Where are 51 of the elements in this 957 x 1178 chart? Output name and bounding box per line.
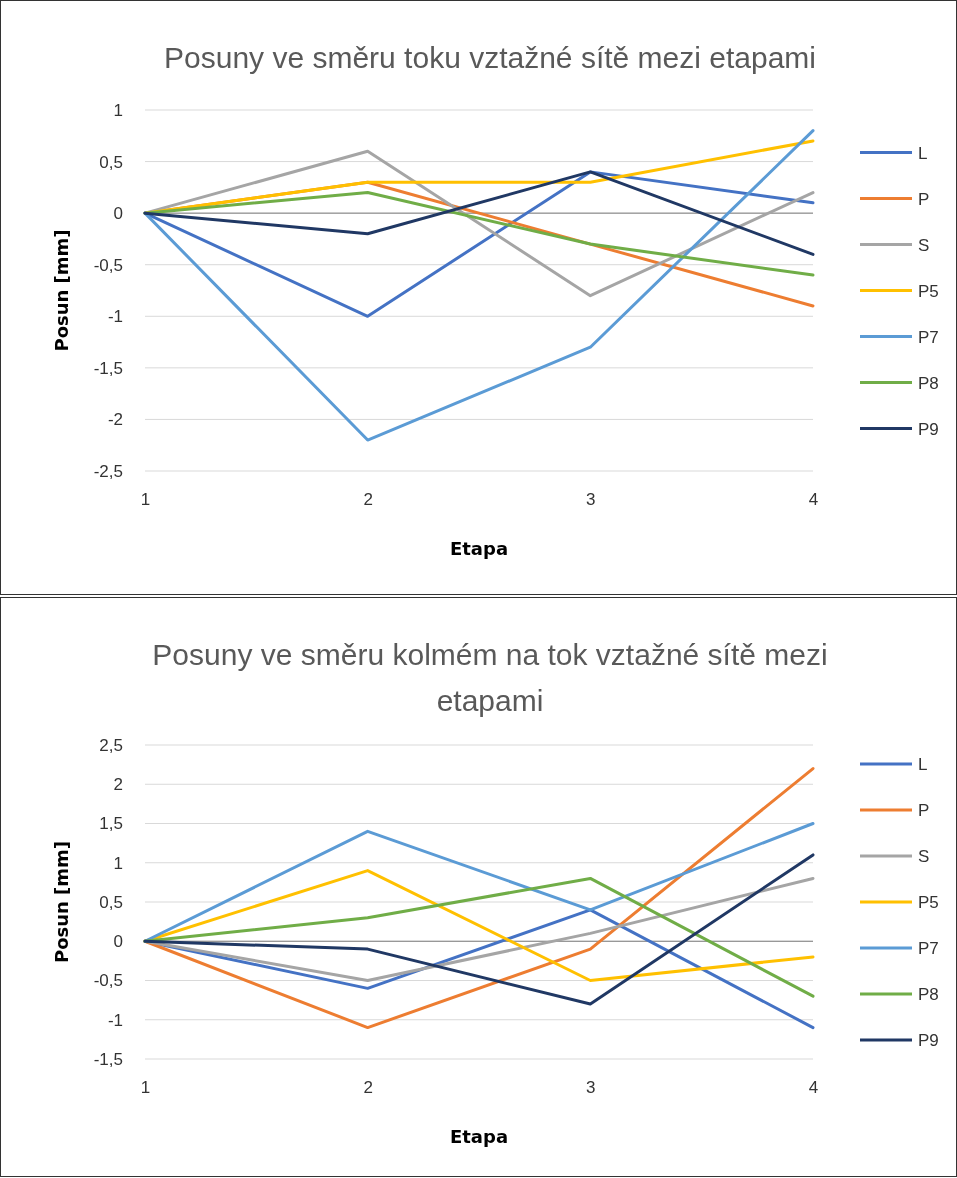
y-tick-label: 0,5 (99, 892, 123, 912)
x-tick-label: 2 (363, 490, 373, 510)
legend-label: P5 (918, 281, 939, 301)
legend-label: P (918, 801, 930, 820)
legend-label: P5 (918, 893, 939, 912)
y-tick-label: -2 (107, 410, 123, 430)
x-tick-label: 4 (808, 490, 819, 510)
y-tick-label: -0,5 (93, 255, 123, 275)
x-tick-label: 1 (140, 1078, 151, 1098)
y-tick-label: -1 (107, 307, 123, 327)
legend-label: P7 (918, 939, 939, 958)
line-series (143, 149, 815, 298)
chart-title: Posuny ve směru toku vztažné sítě mezi etapami (164, 41, 816, 74)
x-axis-title: Etapa (449, 1126, 509, 1147)
y-tick-label: 0 (113, 932, 123, 952)
y-tick-label: -1 (107, 1010, 123, 1030)
x-tick-label: 4 (808, 1078, 819, 1098)
legend-label: L (918, 755, 928, 774)
line-series (143, 191, 815, 277)
y-tick-label: 1,5 (99, 814, 123, 834)
y-tick-label: 0,5 (99, 152, 123, 172)
legend-label: S (918, 235, 930, 255)
line-series (143, 129, 815, 442)
x-tick-label: 2 (363, 1078, 373, 1098)
legend-label: L (918, 143, 928, 163)
legend-label: P8 (918, 373, 939, 393)
legend-label: P9 (918, 1031, 939, 1050)
y-axis-title: Posun [mm] (51, 840, 72, 964)
line-series (143, 170, 815, 256)
legend-label: P (918, 189, 930, 209)
x-tick-label: 3 (586, 1078, 596, 1098)
x-axis-title: Etapa (449, 538, 509, 559)
y-tick-label: 2,5 (99, 735, 123, 755)
legend-label: P7 (918, 327, 939, 347)
y-tick-label: -1,5 (93, 358, 123, 378)
x-tick-label: 1 (140, 490, 151, 510)
y-tick-label: 2 (113, 775, 123, 795)
x-tick-label: 3 (586, 490, 596, 510)
y-tick-label: -0,5 (93, 971, 123, 991)
legend-label: P8 (918, 985, 939, 1004)
line-series (143, 822, 815, 943)
legend-label: S (918, 847, 930, 866)
y-tick-label: -2,5 (93, 461, 123, 481)
y-tick-label: 1 (113, 100, 123, 120)
chart-title: Posuny ve směru kolmém na tok vztažné sítě mezi etapami (152, 638, 828, 717)
y-tick-label: 1 (113, 853, 123, 873)
y-tick-label: -1,5 (93, 1049, 123, 1069)
y-tick-label: 0 (113, 204, 123, 224)
y-axis-title: Posun [mm] (51, 229, 72, 352)
legend-label: P9 (918, 419, 939, 439)
line-series (143, 853, 815, 1006)
